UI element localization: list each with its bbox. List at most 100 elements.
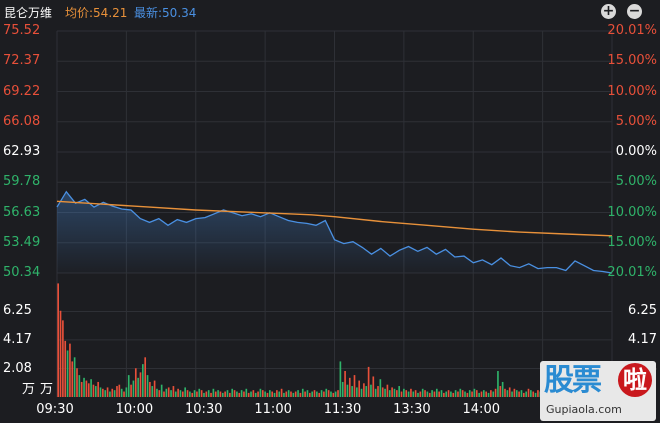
volume-bar bbox=[177, 388, 179, 397]
price-axis-label: 56.63 bbox=[3, 204, 41, 220]
time-axis-label: 11:00 bbox=[254, 402, 292, 417]
volume-bar bbox=[153, 380, 156, 397]
volume-bar bbox=[238, 392, 241, 397]
volume-bar bbox=[85, 380, 88, 397]
volume-bar bbox=[511, 391, 513, 397]
volume-bar bbox=[233, 390, 236, 397]
pct-axis-label: 15.00% bbox=[607, 53, 657, 69]
volume-bar bbox=[410, 388, 412, 397]
volume-bar bbox=[158, 390, 161, 397]
volume-bar bbox=[243, 391, 245, 397]
volume-bar bbox=[468, 390, 471, 397]
volume-bar bbox=[203, 392, 205, 397]
volume-bar bbox=[522, 392, 525, 397]
volume-bar bbox=[490, 390, 492, 397]
volume-bar bbox=[386, 384, 389, 397]
volume-bar bbox=[475, 390, 478, 397]
volume-bar bbox=[384, 388, 386, 397]
volume-bar bbox=[311, 391, 313, 397]
volume-bar bbox=[259, 388, 262, 397]
pct-axis-label: 10.00% bbox=[607, 83, 657, 99]
volume-bar bbox=[219, 391, 222, 397]
pct-axis-label: 5.00% bbox=[615, 113, 657, 129]
volume-bar bbox=[466, 392, 469, 397]
time-axis-label: 09:30 bbox=[36, 402, 74, 417]
volume-bar bbox=[90, 379, 92, 397]
volume-bar bbox=[530, 390, 532, 397]
volume-bar bbox=[172, 386, 175, 397]
volume-bar bbox=[398, 386, 400, 397]
volume-bar bbox=[186, 390, 189, 397]
volume-bar bbox=[273, 392, 276, 397]
volume-bar bbox=[433, 391, 436, 397]
volume-bar bbox=[92, 384, 95, 397]
volume-bar bbox=[62, 320, 64, 397]
watermark-circle-char: 啦 bbox=[618, 363, 652, 397]
volume-bar bbox=[400, 391, 403, 397]
volume-bar bbox=[537, 390, 539, 397]
volume-bar bbox=[508, 387, 511, 397]
volume-bar bbox=[118, 384, 121, 397]
price-axis-label: 66.08 bbox=[3, 113, 41, 129]
time-axis-label: 10:00 bbox=[115, 402, 154, 417]
volume-bar bbox=[226, 390, 229, 397]
volume-bar bbox=[377, 386, 379, 397]
zoom-in-button[interactable]: + bbox=[601, 3, 616, 19]
volume-bar bbox=[269, 390, 271, 397]
volume-bar bbox=[525, 391, 527, 397]
volume-bar bbox=[379, 379, 382, 397]
volume-bar bbox=[181, 391, 184, 397]
volume-bar bbox=[316, 391, 318, 397]
volume-bar bbox=[367, 366, 370, 397]
volume-bar bbox=[236, 391, 238, 397]
volume-bar bbox=[99, 387, 102, 397]
price-axis-label: 72.37 bbox=[3, 53, 41, 69]
volume-bar bbox=[388, 390, 391, 397]
volume-bar bbox=[257, 391, 259, 397]
volume-axis-label: 6.25 bbox=[3, 303, 32, 319]
volume-bar bbox=[191, 392, 194, 397]
volume-bar bbox=[207, 390, 210, 397]
volume-bar bbox=[280, 388, 283, 397]
time-axis-label: 14:00 bbox=[462, 402, 500, 417]
volume-bar bbox=[71, 361, 74, 397]
pct-axis-label: 20.01% bbox=[607, 23, 657, 38]
volume-bar bbox=[156, 388, 158, 397]
volume-bar bbox=[504, 388, 506, 397]
volume-bar bbox=[501, 381, 504, 397]
price-area bbox=[57, 191, 612, 273]
pct-axis-label: 15.00% bbox=[607, 234, 657, 250]
volume-bar bbox=[339, 361, 342, 397]
volume-bar bbox=[59, 310, 62, 397]
volume-bar bbox=[341, 381, 344, 397]
volume-bar bbox=[471, 391, 473, 397]
volume-bar bbox=[412, 391, 415, 397]
volume-bar bbox=[447, 390, 450, 397]
volume-bar bbox=[438, 391, 440, 397]
volume-bar bbox=[320, 390, 323, 397]
volume-bar bbox=[80, 381, 83, 397]
volume-bar bbox=[520, 390, 523, 397]
pct-axis-label: 20.01% bbox=[607, 265, 657, 280]
price-axis-label: 75.52 bbox=[3, 23, 41, 38]
volume-bar bbox=[160, 384, 163, 397]
avg-price-label: 均价:54.21 bbox=[65, 6, 128, 20]
volume-bar bbox=[64, 340, 67, 397]
pct-axis-label: 0.00% bbox=[615, 144, 657, 159]
volume-bar bbox=[127, 375, 130, 397]
volume-bar bbox=[247, 392, 250, 397]
volume-bar bbox=[276, 390, 278, 397]
volume-bar bbox=[435, 388, 438, 397]
volume-axis-label-right: 4.17 bbox=[628, 331, 657, 347]
volume-bar bbox=[332, 392, 335, 397]
volume-bar bbox=[97, 381, 99, 397]
volume-bar bbox=[459, 388, 462, 397]
volume-bar bbox=[478, 392, 480, 397]
volume-bar bbox=[297, 390, 299, 397]
volume-bar bbox=[266, 392, 269, 397]
volume-bar bbox=[301, 388, 304, 397]
volume-bar bbox=[318, 392, 321, 397]
zoom-out-button[interactable]: − bbox=[627, 3, 642, 19]
volume-bar bbox=[419, 391, 422, 397]
volume-bar bbox=[506, 390, 509, 397]
